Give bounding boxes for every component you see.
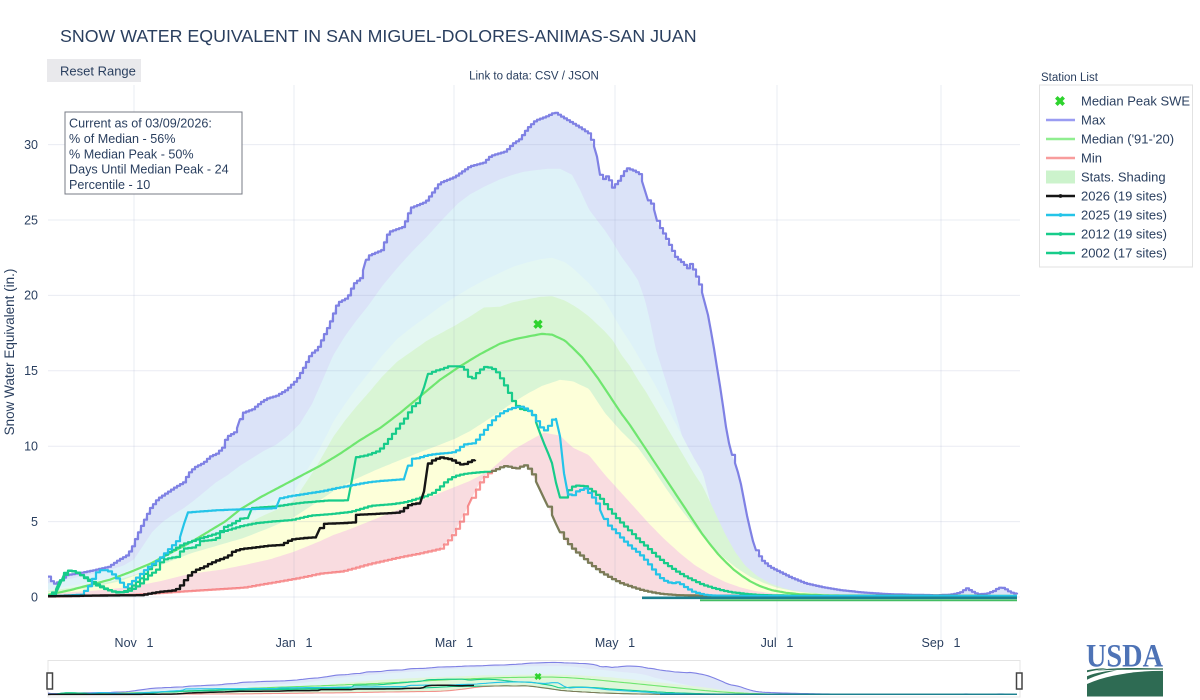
svg-text:May 1: May 1 <box>595 636 635 650</box>
svg-text:Snow Water Equivalent (in.): Snow Water Equivalent (in.) <box>2 269 17 436</box>
svg-text:% Median Peak - 50%: % Median Peak - 50% <box>69 147 194 161</box>
svg-text:15: 15 <box>24 364 38 378</box>
svg-text:0: 0 <box>31 590 38 604</box>
svg-text:Min: Min <box>1081 151 1102 166</box>
svg-text:Max: Max <box>1081 113 1106 128</box>
svg-text:Station List: Station List <box>1041 72 1099 84</box>
svg-text:5: 5 <box>31 515 38 529</box>
svg-text:25: 25 <box>24 213 38 227</box>
svg-text:Percentile - 10: Percentile - 10 <box>69 178 150 192</box>
svg-text:Stats. Shading: Stats. Shading <box>1081 170 1166 185</box>
svg-text:Median Peak SWE: Median Peak SWE <box>1081 94 1190 109</box>
svg-text:Jan 1: Jan 1 <box>276 636 313 650</box>
svg-text:2026 (19 sites): 2026 (19 sites) <box>1081 189 1167 204</box>
svg-text:20: 20 <box>24 289 38 303</box>
svg-text:2025 (19 sites): 2025 (19 sites) <box>1081 208 1167 223</box>
svg-text:Current as of 03/09/2026:: Current as of 03/09/2026: <box>69 117 212 131</box>
svg-text:Median ('91-'20): Median ('91-'20) <box>1081 132 1174 147</box>
svg-text:30: 30 <box>24 138 38 152</box>
svg-text:SNOW WATER EQUIVALENT IN SAN M: SNOW WATER EQUIVALENT IN SAN MIGUEL-DOLO… <box>60 26 697 46</box>
svg-text:Sep 1: Sep 1 <box>922 636 961 650</box>
svg-text:2012 (19 sites): 2012 (19 sites) <box>1081 227 1167 242</box>
svg-text:% of Median - 56%: % of Median - 56% <box>69 132 175 146</box>
svg-text:10: 10 <box>24 440 38 454</box>
svg-text:2002 (17 sites): 2002 (17 sites) <box>1081 246 1167 261</box>
svg-text:Mar 1: Mar 1 <box>435 636 473 650</box>
svg-text:Reset Range: Reset Range <box>60 64 136 79</box>
svg-text:Days Until Median Peak - 24: Days Until Median Peak - 24 <box>69 163 229 177</box>
svg-text:Nov 1: Nov 1 <box>115 636 154 650</box>
svg-text:Link to data: CSV / JSON: Link to data: CSV / JSON <box>469 71 599 83</box>
svg-text:Jul 1: Jul 1 <box>761 636 794 650</box>
